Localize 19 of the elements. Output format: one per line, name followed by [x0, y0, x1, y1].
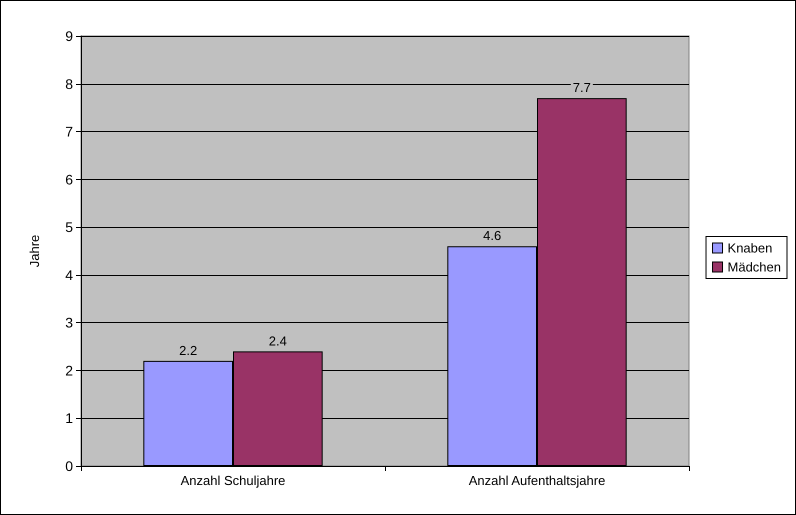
legend-label: Mädchen	[728, 260, 782, 274]
data-label: 7.7	[572, 80, 591, 96]
y-tick-label: 8	[65, 76, 74, 92]
x-tick-label: Anzahl Aufenthaltsjahre	[468, 473, 606, 488]
y-axis-title: Jahre	[27, 234, 42, 268]
data-label: 2.2	[179, 342, 198, 358]
y-tick-label: 4	[65, 266, 74, 283]
legend-label: Knaben	[728, 240, 772, 256]
y-tick-label: 3	[65, 314, 74, 331]
data-label: 2.4	[268, 333, 287, 348]
y-tick-label: 5	[65, 219, 74, 236]
x-tick-label: Anzahl Schuljahre	[180, 473, 286, 488]
data-label: 4.6	[483, 228, 502, 244]
y-tick-label: 1	[65, 410, 74, 426]
y-tick-label: 2	[65, 362, 74, 378]
y-tick-label: 6	[65, 171, 74, 188]
y-tick-label: 9	[65, 28, 74, 44]
y-tick-label: 7	[65, 124, 74, 140]
y-tick-label: 0	[65, 458, 74, 474]
